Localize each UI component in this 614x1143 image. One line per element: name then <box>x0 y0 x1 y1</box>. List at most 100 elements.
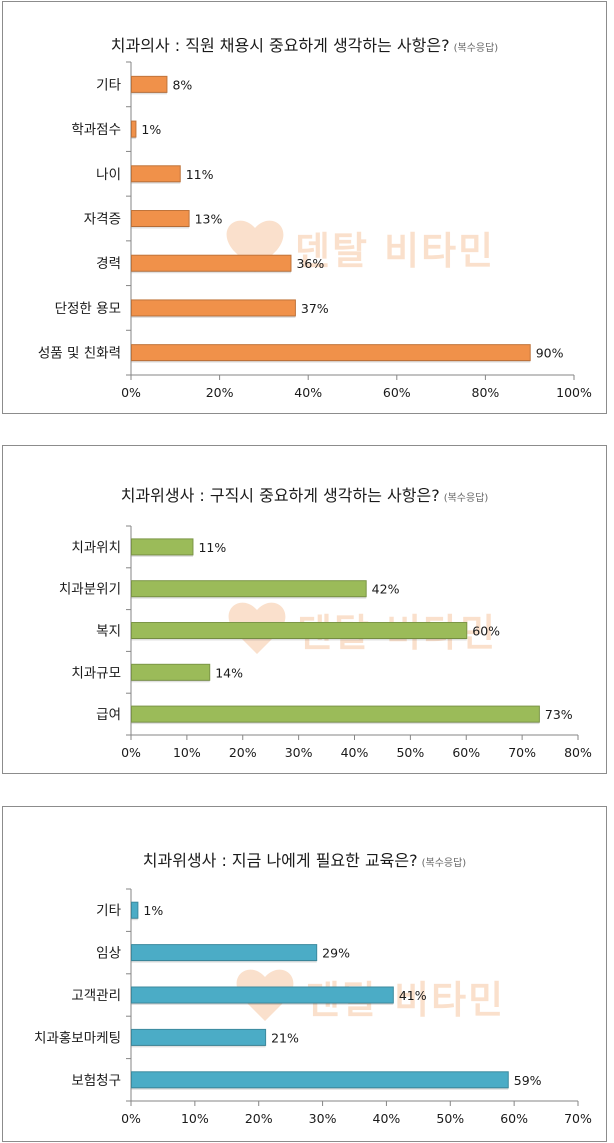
bar <box>131 944 318 962</box>
category-label: 성품 및 친화력 <box>38 346 121 362</box>
bar <box>131 1028 267 1046</box>
chart-title: 치과위생사 : 구직시 중요하게 생각하는 사항은? (복수응답) <box>3 482 606 506</box>
x-tick-label: 0% <box>121 1111 141 1126</box>
chart-title-note: (복수응답) <box>453 43 499 54</box>
bar <box>131 254 292 272</box>
category-label: 급여 <box>96 707 121 723</box>
bar-shadow <box>131 1045 266 1048</box>
data-label: 42% <box>372 582 400 597</box>
bar <box>131 165 181 183</box>
bar-shadow <box>131 315 296 318</box>
category-label: 고객관리 <box>71 988 121 1004</box>
bar <box>131 299 296 317</box>
category-label: 기타 <box>96 903 121 919</box>
x-tick-label: 40% <box>341 745 369 760</box>
bar-shadow <box>131 271 291 274</box>
x-tick-label: 20% <box>245 1111 273 1126</box>
x-tick-label: 80% <box>564 745 592 760</box>
x-tick-label: 30% <box>309 1111 337 1126</box>
bar-shadow <box>131 181 181 184</box>
category-label: 임상 <box>96 946 121 962</box>
x-tick-label: 60% <box>500 1111 528 1126</box>
chart-panel-hygienist-job: 치과위생사 : 구직시 중요하게 생각하는 사항은?(복수응답) 덴탈 비타민 … <box>2 445 607 774</box>
data-label: 1% <box>141 122 161 137</box>
bar-shadow <box>131 960 317 963</box>
data-label: 37% <box>301 301 329 316</box>
x-tick-label: 10% <box>181 1111 209 1126</box>
x-tick-label: 10% <box>173 745 201 760</box>
bar <box>131 901 139 919</box>
bar-shadow <box>131 918 138 921</box>
x-tick-label: 20% <box>229 745 257 760</box>
x-tick-label: 0% <box>121 385 141 400</box>
chart-title-note: (복수응답) <box>443 493 489 504</box>
bar-shadow <box>131 680 210 683</box>
category-label: 치과규모 <box>71 665 121 681</box>
data-label: 29% <box>322 946 350 961</box>
x-tick-label: 40% <box>294 385 322 400</box>
data-label: 73% <box>545 707 573 722</box>
data-label: 8% <box>172 77 192 92</box>
bar <box>131 75 168 93</box>
bar-shadow <box>131 1087 509 1090</box>
bar-shadow <box>131 360 531 363</box>
data-label: 11% <box>186 167 214 182</box>
category-label: 복지 <box>96 624 121 640</box>
chart-panel-hygienist-education: 치과위생사 : 지금 나에게 필요한 교육은? (복수응답) 덴탈 비타민 0% 1… <box>2 806 607 1142</box>
bar-chart-hygienist-education: 0% 10% 20% 30% 40% 50% 60% 70% 기타 1% 임상 29% 고객관리 41% 치… <box>34 888 592 1126</box>
x-tick-label: 60% <box>383 385 411 400</box>
data-label: 13% <box>195 212 223 227</box>
chart-title-text: 치과위생사 : 지금 나에게 필요한 교육은? <box>142 851 418 870</box>
data-label: 11% <box>198 540 226 555</box>
data-label: 41% <box>399 988 427 1003</box>
bar-shadow <box>131 1003 394 1005</box>
data-label: 90% <box>536 346 564 361</box>
data-label: 59% <box>514 1073 542 1088</box>
category-label: 경력 <box>96 256 121 272</box>
category-label: 치과분위기 <box>59 582 121 598</box>
category-label: 단정한 용모 <box>55 301 121 317</box>
bar <box>131 622 468 639</box>
bar-shadow <box>131 722 540 725</box>
bar-shadow <box>131 137 136 140</box>
bar <box>131 120 137 138</box>
category-label: 기타 <box>96 77 121 93</box>
category-label: 학과점수 <box>71 122 121 138</box>
data-label: 14% <box>215 665 243 680</box>
chart-title-text: 치과의사 : 직원 채용시 중요하게 생각하는 사항은? <box>110 36 450 55</box>
category-label: 나이 <box>96 167 121 183</box>
bar-chart-hygienist-job: 0% 10% 20% 30% 40% 50% 60% 70% 80% 치과위치 11% 치과분위기 42… <box>59 525 592 760</box>
x-tick-label: 70% <box>564 1111 592 1126</box>
bar-shadow <box>131 596 367 599</box>
bar-shadow <box>131 226 190 229</box>
data-label: 60% <box>472 624 500 639</box>
x-tick-label: 60% <box>452 745 480 760</box>
category-label: 치과위치 <box>71 540 121 556</box>
category-label: 자격증 <box>84 212 121 228</box>
x-tick-label: 50% <box>436 1111 464 1126</box>
x-tick-label: 70% <box>508 745 536 760</box>
bar <box>131 1071 509 1089</box>
data-label: 36% <box>296 256 324 271</box>
chart-title: 치과위생사 : 지금 나에게 필요한 교육은? (복수응답) <box>3 847 606 871</box>
chart-title-note: (복수응답) <box>421 858 467 869</box>
bar <box>131 705 540 723</box>
category-label: 치과홍보마케팅 <box>34 1030 121 1046</box>
x-tick-label: 30% <box>285 745 313 760</box>
bar-shadow <box>131 638 467 641</box>
category-label: 보험청구 <box>71 1073 121 1089</box>
x-tick-label: 80% <box>472 385 500 400</box>
x-tick-label: 20% <box>206 385 234 400</box>
bar <box>131 344 531 362</box>
bar-shadow <box>131 92 167 95</box>
bar <box>131 986 394 1004</box>
data-label: 21% <box>271 1030 299 1045</box>
bar-shadow <box>131 554 193 557</box>
chart-title: 치과의사 : 직원 채용시 중요하게 생각하는 사항은? (복수응답) <box>3 32 606 56</box>
x-tick-label: 0% <box>121 745 141 760</box>
x-tick-label: 40% <box>373 1111 401 1126</box>
bar-chart-dentist: 0% 20% 40% 60% 80% 100% 기타 8% 학과점수 1% 나이 11% 자격증 13% 경… <box>38 61 592 400</box>
chart-panel-dentist: 치과의사 : 직원 채용시 중요하게 생각하는 사항은? (복수응답) 덴탈 비타… <box>2 1 607 414</box>
bar <box>131 210 190 227</box>
bar <box>131 538 194 556</box>
